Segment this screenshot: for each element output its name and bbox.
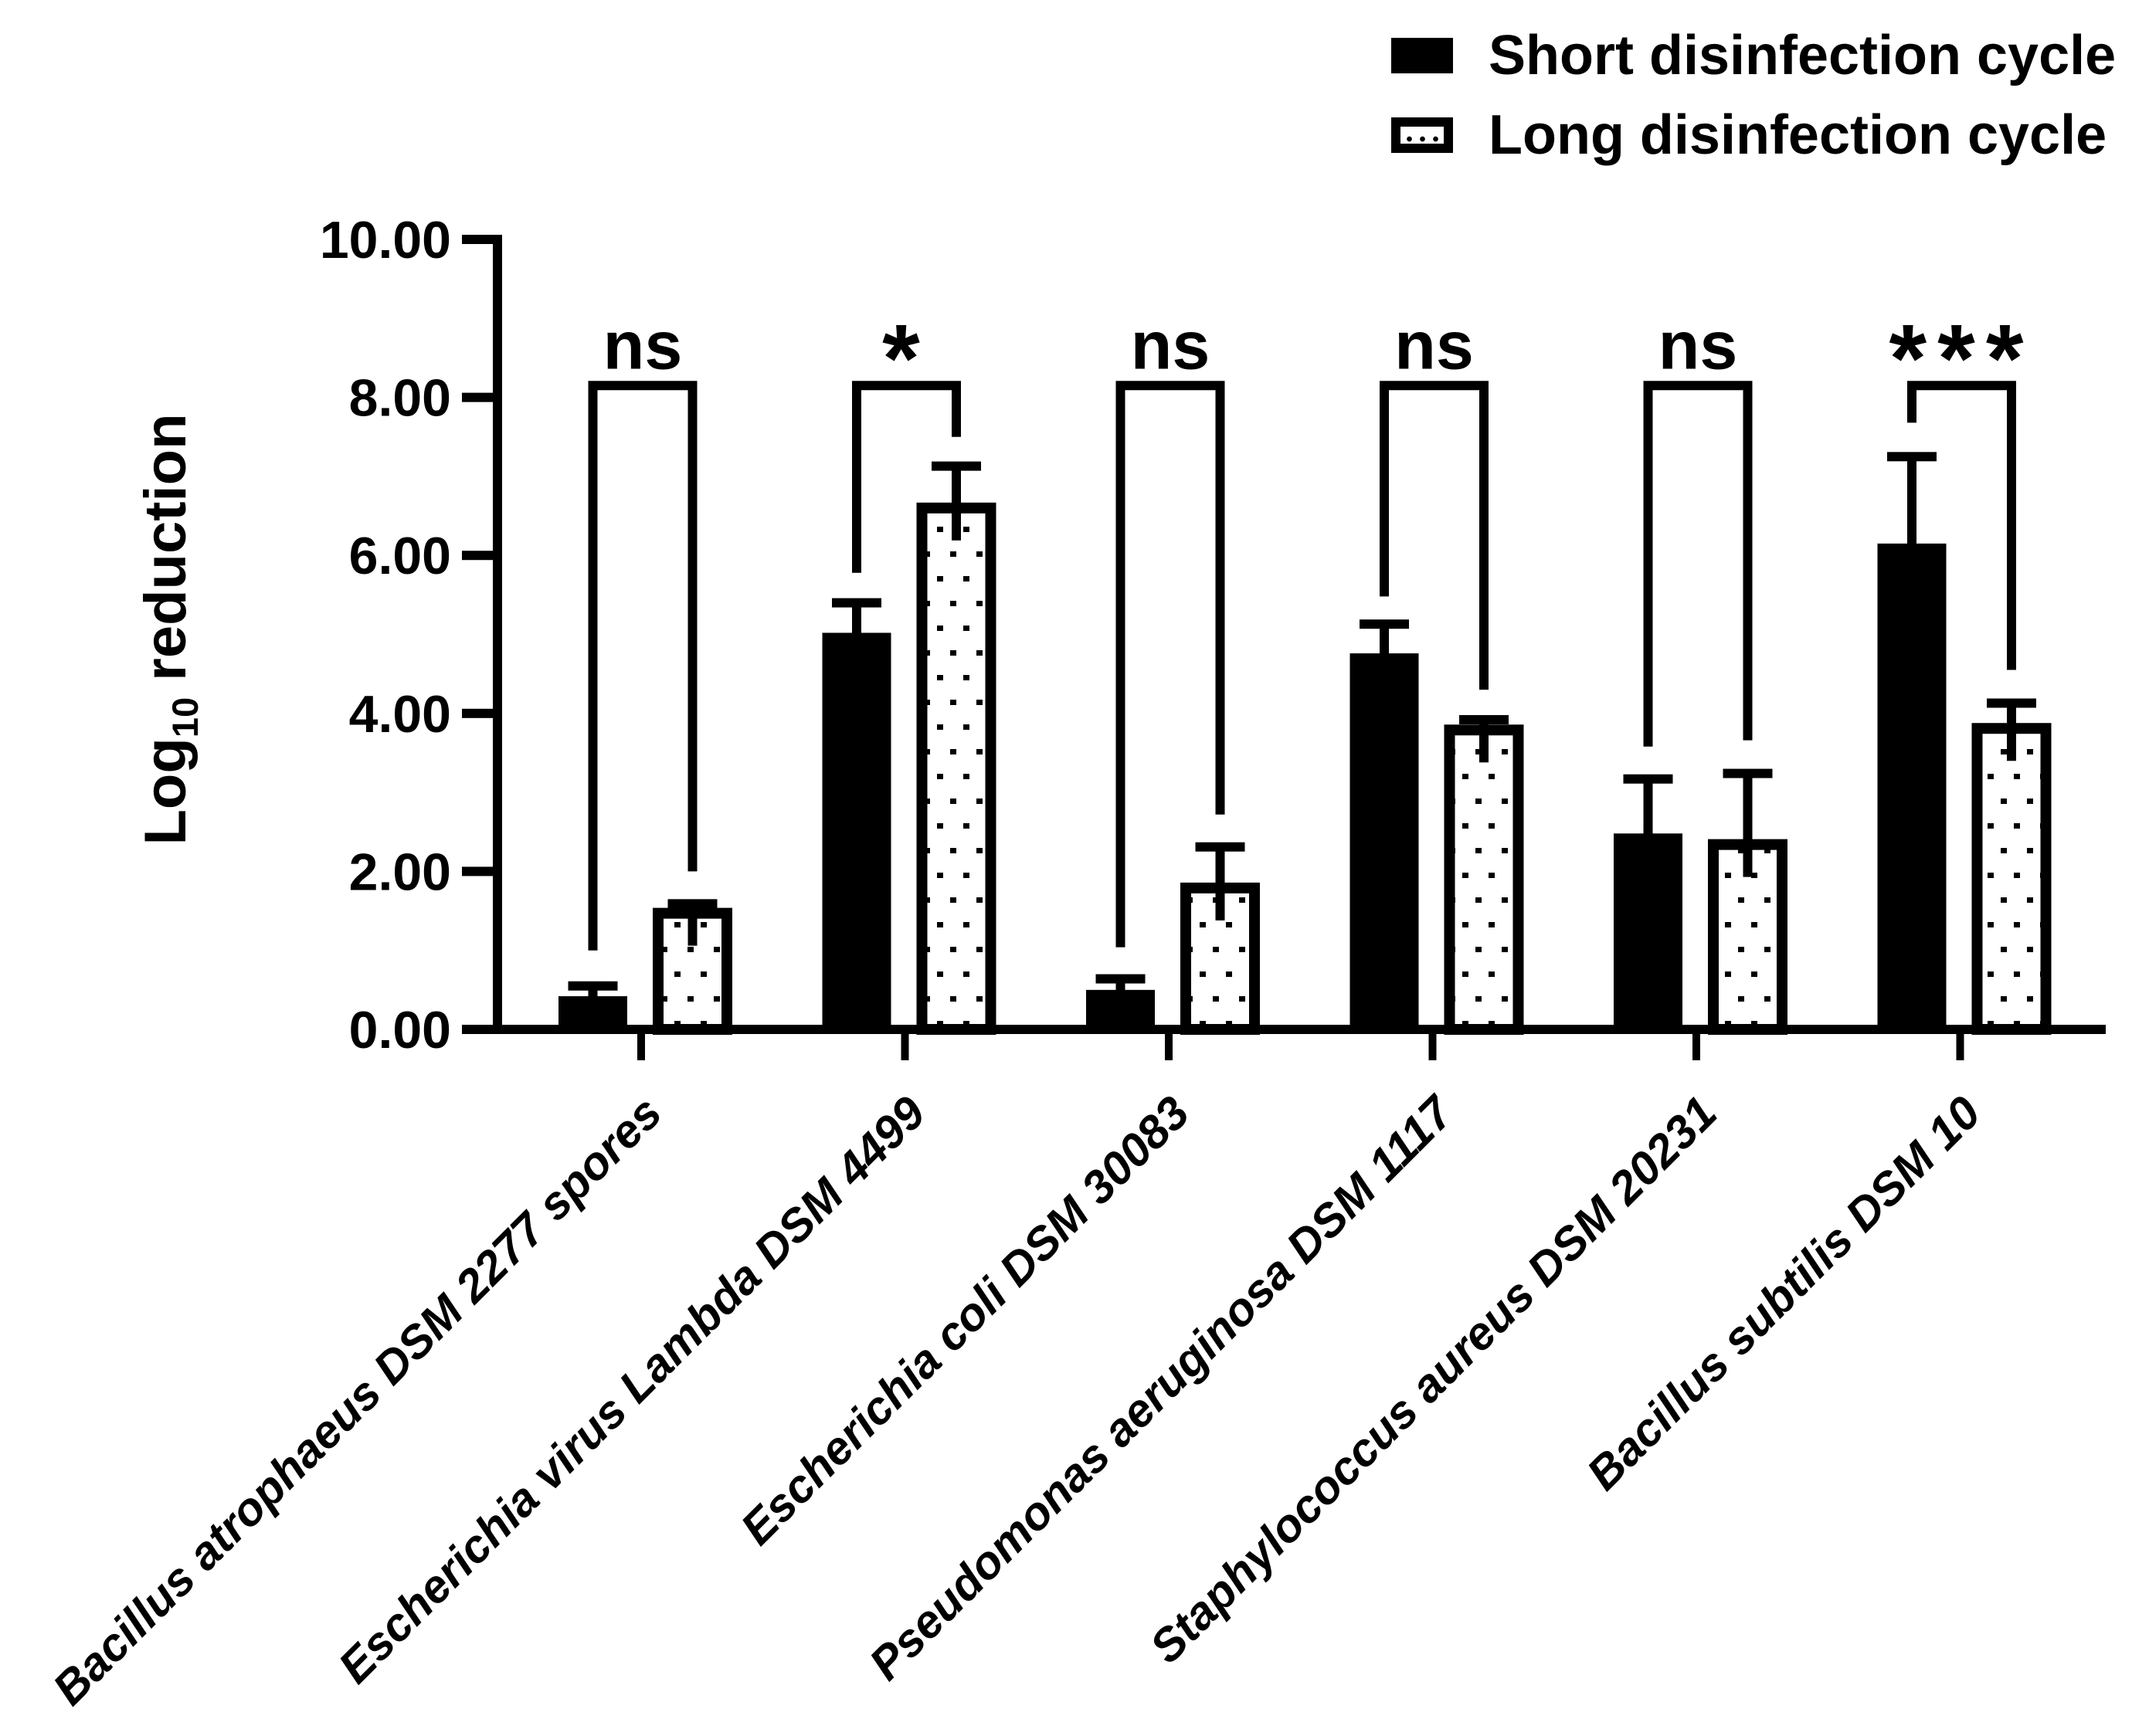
- y-tick-0.00: [462, 1025, 493, 1034]
- error-stem-short-4: [1643, 778, 1653, 839]
- x-tick-0: [637, 1034, 645, 1060]
- y-axis-title-main: Log: [133, 737, 199, 846]
- error-stem-long-5: [2007, 703, 2016, 761]
- x-tick-1: [901, 1034, 909, 1060]
- x-tick-5: [1956, 1034, 1964, 1060]
- bar-short-5: [1877, 543, 1947, 1029]
- bar-long-1: [916, 502, 996, 1035]
- y-tick-label-8.00: 8.00: [349, 369, 451, 428]
- sig-bracket-3: [1380, 381, 1489, 690]
- sig-label-4: ns: [1658, 307, 1738, 383]
- legend-label-short-cycle: Short disinfection cycle: [1489, 25, 2117, 86]
- x-category-label-0: Bacillus atrophaeus DSM 2277 spores: [42, 1087, 671, 1715]
- bar-short-2: [1086, 989, 1155, 1029]
- error-cap-long-1: [932, 461, 981, 471]
- y-axis-title: Log10 reduction: [120, 243, 212, 1015]
- legend-swatch-solid-icon: [1391, 38, 1453, 73]
- error-cap-short-3: [1360, 619, 1409, 629]
- bar-long-3: [1444, 724, 1524, 1036]
- legend-item-short-cycle: Short disinfection cycle: [1391, 17, 2116, 94]
- y-tick-label-2.00: 2.00: [349, 843, 451, 901]
- legend-item-long-cycle: Long disinfection cycle: [1391, 97, 2116, 174]
- sig-bracket-0: [588, 381, 698, 951]
- error-cap-short-5: [1887, 452, 1937, 462]
- y-tick-2.00: [462, 866, 493, 876]
- x-category-label-2: Escherichia coli DSM 30083: [731, 1087, 1199, 1555]
- bar-short-0: [558, 996, 627, 1029]
- x-category-label-1: Escherichia virus Lambda DSM 4499: [328, 1086, 935, 1693]
- sig-label-5: ***: [1889, 305, 2035, 412]
- error-stem-short-1: [852, 602, 861, 638]
- plot-area: 0.00 2.00 4.00 6.00 8.00 10.00 ns Bacillus atro…: [42, 211, 2106, 1715]
- error-cap-short-0: [568, 981, 618, 991]
- y-axis-line: [493, 235, 502, 1034]
- x-tick-2: [1165, 1034, 1173, 1060]
- bar-short-1: [822, 632, 891, 1029]
- y-tick-label-4.00: 4.00: [349, 685, 451, 744]
- x-axis-line: [493, 1025, 2106, 1034]
- legend-swatch-dotted-icon: [1391, 117, 1453, 153]
- bar-short-3: [1349, 653, 1419, 1029]
- y-tick-10.00: [462, 235, 493, 244]
- sig-label-3: ns: [1394, 307, 1474, 383]
- y-tick-label-10.00: 10.00: [320, 211, 451, 270]
- error-stem-short-3: [1380, 624, 1389, 659]
- y-tick-label-0.00: 0.00: [349, 1001, 451, 1060]
- error-stem-long-4: [1743, 773, 1753, 877]
- error-stem-long-2: [1215, 846, 1225, 921]
- error-cap-long-5: [1987, 698, 2036, 708]
- error-cap-long-4: [1723, 768, 1773, 778]
- sig-label-2: ns: [1131, 307, 1210, 383]
- legend: Short disinfection cycle Long disinfecti…: [1391, 17, 2116, 176]
- bar-short-4: [1614, 833, 1682, 1029]
- sig-label-1: *: [882, 305, 931, 412]
- error-cap-long-0: [667, 899, 718, 909]
- y-tick-label-6.00: 6.00: [349, 527, 451, 585]
- error-cap-short-1: [832, 598, 881, 608]
- error-cap-long-2: [1195, 842, 1245, 852]
- y-tick-6.00: [462, 551, 493, 561]
- sig-bracket-5: [1907, 381, 2016, 670]
- legend-label-long-cycle: Long disinfection cycle: [1489, 104, 2107, 166]
- y-axis-title-rest: reduction: [133, 413, 199, 697]
- sig-bracket-2: [1115, 381, 1225, 948]
- error-stem-long-3: [1479, 719, 1489, 763]
- x-tick-4: [1692, 1034, 1700, 1060]
- sig-label-0: ns: [603, 307, 683, 383]
- y-axis-title-subscript: 10: [165, 697, 206, 738]
- y-tick-8.00: [462, 392, 493, 402]
- sig-bracket-4: [1643, 381, 1753, 747]
- error-stem-short-5: [1907, 456, 1916, 548]
- sig-bracket-1: [852, 381, 961, 573]
- y-tick-4.00: [462, 708, 493, 718]
- error-cap-short-4: [1623, 774, 1673, 784]
- error-cap-short-2: [1095, 974, 1146, 984]
- x-tick-3: [1428, 1034, 1437, 1060]
- error-cap-long-3: [1459, 714, 1509, 724]
- x-category-label-4: Staphylococcus aureus DSM 20231: [1140, 1087, 1726, 1673]
- x-category-label-3: Pseudomonas aeruginosa DSM 1117: [859, 1085, 1464, 1690]
- error-stem-long-1: [952, 466, 961, 541]
- error-stem-long-0: [687, 904, 698, 946]
- bar-long-5: [1971, 723, 2052, 1035]
